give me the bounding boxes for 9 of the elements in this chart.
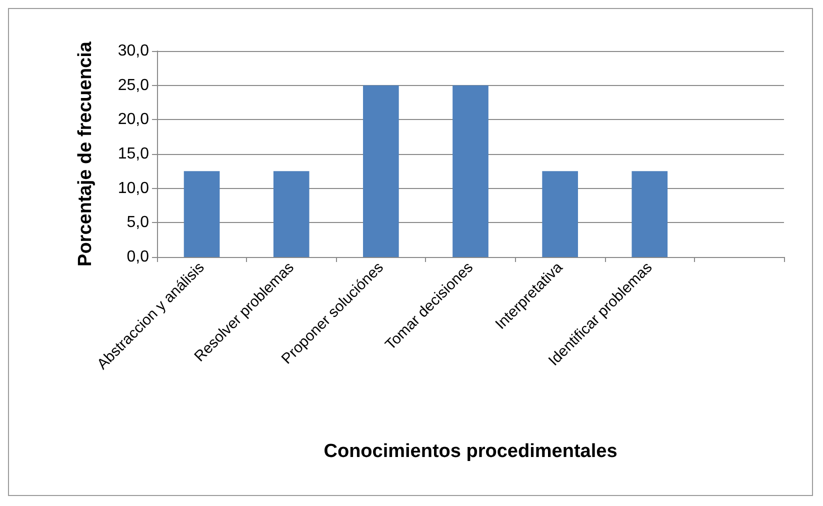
y-tick-label: 25,0 xyxy=(118,76,150,94)
y-tick-label: 5,0 xyxy=(126,214,150,232)
y-axis-title: Porcentaje de frecuencia xyxy=(75,41,96,266)
y-tick-label: 15,0 xyxy=(118,146,150,162)
y-tick-label: 20,0 xyxy=(118,111,150,128)
x-axis-title: Conocimientos procedimentales xyxy=(324,441,618,462)
y-tick-label: 0,0 xyxy=(126,248,150,266)
y-tick-label: 30,0 xyxy=(118,42,150,60)
y-tick-label: 10,0 xyxy=(118,180,150,197)
